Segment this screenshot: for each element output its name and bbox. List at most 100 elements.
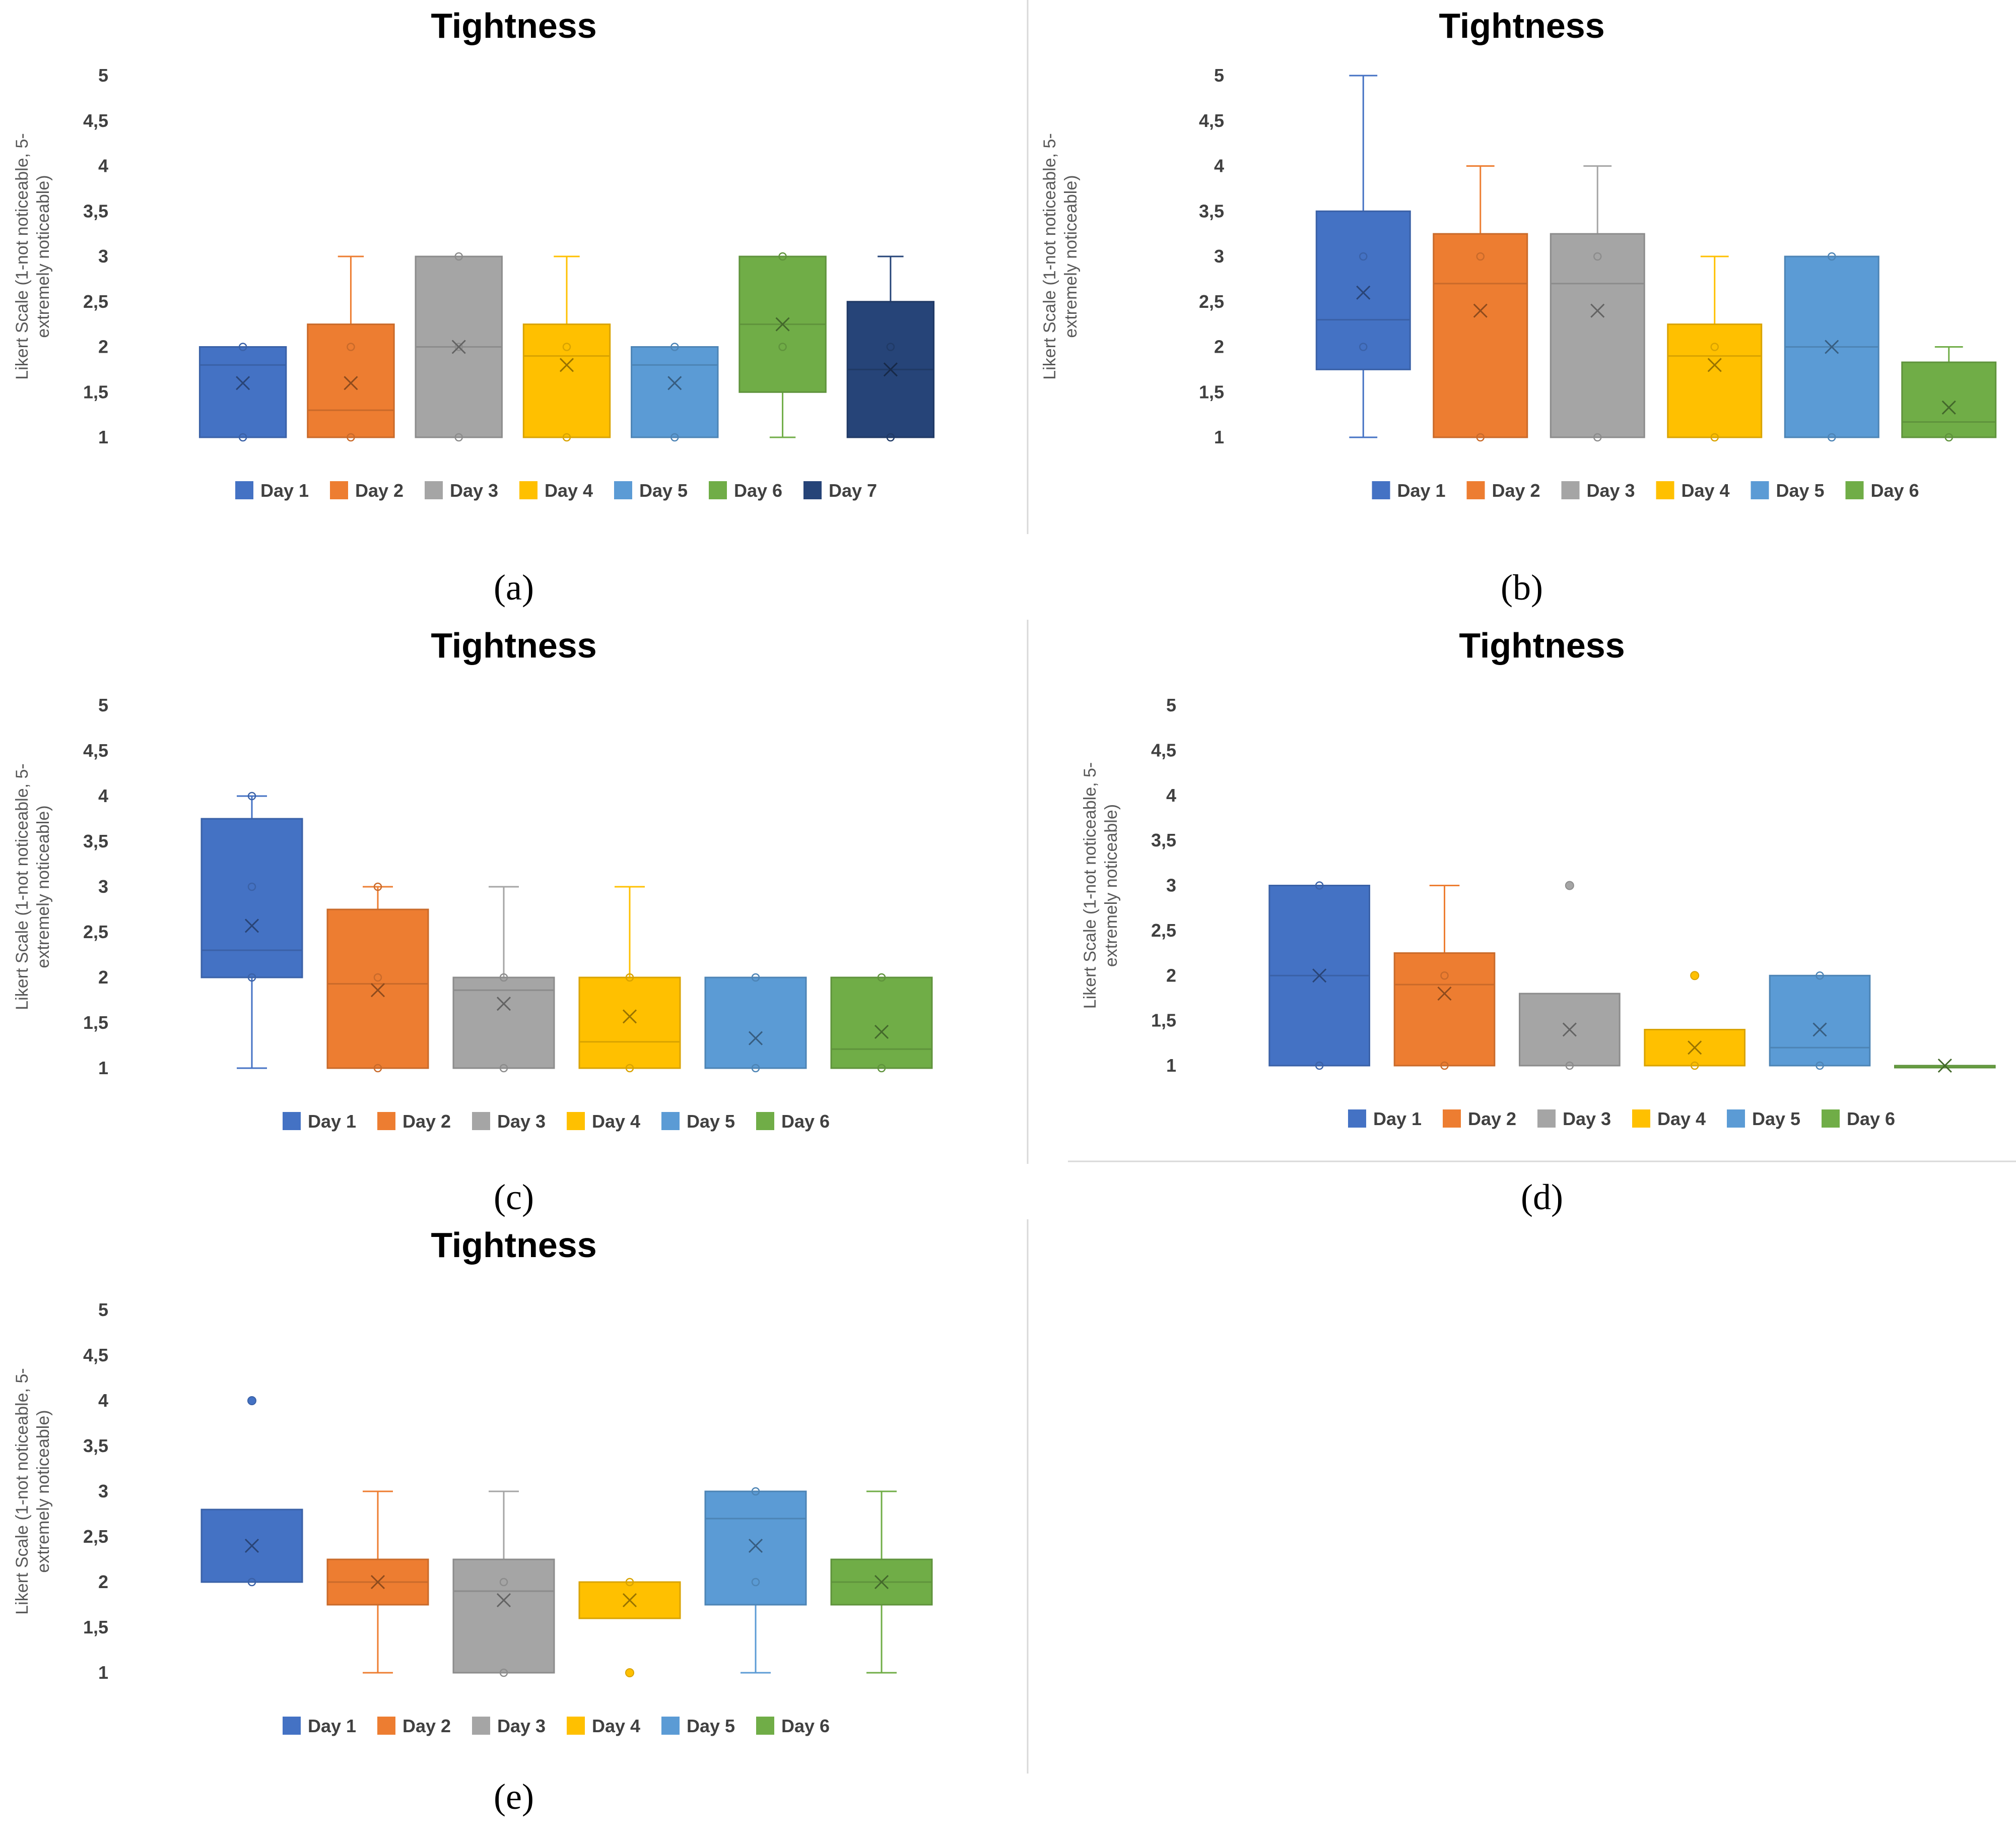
- box-body: [452, 1558, 555, 1674]
- legend-swatch: [756, 1717, 774, 1735]
- legend-label: Day 5: [687, 1111, 735, 1132]
- mean-marker: [1312, 968, 1327, 983]
- y-tick-label: 3,5: [1199, 201, 1224, 221]
- legend-label: Day 2: [402, 1111, 451, 1132]
- legend-label: Day 3: [497, 1716, 546, 1736]
- data-point: [1828, 252, 1836, 261]
- mean-marker: [559, 358, 574, 372]
- data-point: [454, 252, 463, 261]
- legend-swatch: [803, 481, 822, 499]
- data-point: [1359, 343, 1368, 351]
- data-point: [751, 973, 760, 982]
- mean-marker: [236, 376, 250, 390]
- box-body: [307, 323, 395, 438]
- panel-label: (e): [494, 1777, 534, 1817]
- legend-label: Day 2: [1492, 480, 1540, 501]
- box-day-5: [704, 973, 807, 1073]
- box-body: [1769, 974, 1871, 1067]
- box-day-2: [1433, 165, 1528, 442]
- box-day-1: [1268, 881, 1370, 1070]
- y-tick-label: 1: [98, 1058, 108, 1078]
- mean-marker: [1688, 1040, 1702, 1055]
- y-tick-label: 1,5: [1151, 1010, 1176, 1031]
- box-day-5: [1784, 252, 1879, 442]
- legend-swatch: [283, 1112, 301, 1130]
- box-body: [704, 1490, 807, 1606]
- legend-swatch: [472, 1717, 490, 1735]
- legend-item: Day 6: [1845, 480, 1919, 501]
- mean-marker: [451, 340, 466, 354]
- data-point: [238, 433, 247, 442]
- mean-marker: [1941, 400, 1956, 415]
- mean-marker: [874, 1024, 889, 1039]
- y-axis-label-line-2: extremely noticeable): [34, 175, 53, 338]
- y-tick-label: 2: [98, 967, 108, 988]
- data-point: [670, 433, 679, 442]
- y-tick-label: 4,5: [1199, 110, 1224, 131]
- box-day-5: [631, 343, 719, 442]
- legend-label: Day 2: [355, 480, 404, 501]
- legend-item: Day 2: [1443, 1108, 1516, 1129]
- legend-item: Day 4: [567, 1716, 640, 1736]
- legend-label: Day 6: [781, 1111, 830, 1132]
- data-point: [751, 1578, 760, 1587]
- outlier-point: [1565, 881, 1574, 890]
- data-point: [1440, 971, 1449, 980]
- chart-panel-e: Tightness Likert Scale (1-not noticeable,…: [13, 1225, 933, 1817]
- box-day-5: [1769, 971, 1871, 1070]
- legend-item: Day 6: [756, 1111, 830, 1132]
- legend-label: Day 2: [402, 1716, 451, 1736]
- y-tick-label: 4: [98, 1390, 108, 1411]
- legend-label: Day 4: [1657, 1108, 1706, 1129]
- legend-label: Day 6: [734, 480, 782, 501]
- y-axis-label: Likert Scale (1-not noticeable, 5- extrem…: [13, 763, 53, 1010]
- data-point: [247, 973, 256, 982]
- y-axis-label-line-1: Likert Scale (1-not noticeable, 5-: [13, 1368, 32, 1614]
- mean-marker: [775, 317, 790, 332]
- y-axis-label: Likert Scale (1-not noticeable, 5- extrem…: [13, 1368, 53, 1614]
- data-point: [1315, 881, 1324, 890]
- data-point: [886, 433, 895, 442]
- legend-label: Day 1: [1397, 480, 1446, 501]
- legend-item: Day 4: [1656, 480, 1730, 501]
- box-day-6: [1894, 1058, 1996, 1073]
- legend-label: Day 2: [1468, 1108, 1516, 1129]
- data-point: [499, 1668, 508, 1677]
- y-tick-label: 2,5: [1151, 920, 1176, 941]
- panel-label: (c): [494, 1177, 534, 1217]
- data-point: [1690, 1061, 1699, 1070]
- y-tick-label: 2,5: [83, 291, 108, 312]
- legend-item: Day 1: [283, 1111, 356, 1132]
- legend-swatch: [283, 1717, 301, 1735]
- box-day-6: [830, 973, 933, 1073]
- box-day-3: [452, 886, 555, 1073]
- legend-item: Day 4: [1632, 1108, 1706, 1129]
- data-point: [1816, 971, 1824, 980]
- y-tick-label: 3: [98, 1481, 108, 1501]
- y-tick-label: 3,5: [1151, 830, 1176, 850]
- mean-marker: [1473, 303, 1488, 318]
- box-body: [200, 818, 303, 978]
- box-day-1: [200, 1396, 303, 1587]
- mean-marker: [344, 376, 358, 390]
- legend-item: Day 3: [472, 1111, 546, 1132]
- legend-item: Day 3: [1561, 480, 1635, 501]
- data-point: [1944, 433, 1953, 442]
- y-tick-label: 5: [1214, 65, 1224, 86]
- box-day-1: [200, 792, 303, 1069]
- y-tick-label: 1: [1214, 427, 1224, 447]
- legend-item: Day 6: [709, 480, 782, 501]
- y-tick-label: 3,5: [83, 831, 108, 851]
- data-point: [1593, 433, 1602, 442]
- y-tick-label: 5: [98, 1299, 108, 1320]
- data-point: [1710, 343, 1719, 351]
- legend-swatch: [425, 481, 443, 499]
- chart-panel-c: Tightness Likert Scale (1-not noticeable,…: [13, 626, 933, 1217]
- chart-panel-b: Tightness Likert Scale (1-not noticeable,…: [1040, 6, 1997, 608]
- box-body: [830, 976, 933, 1069]
- legend-item: Day 5: [661, 1111, 735, 1132]
- data-point: [373, 1064, 382, 1073]
- legend-item: Day 6: [1822, 1108, 1895, 1129]
- box-day-2: [307, 255, 395, 442]
- data-point: [373, 882, 382, 891]
